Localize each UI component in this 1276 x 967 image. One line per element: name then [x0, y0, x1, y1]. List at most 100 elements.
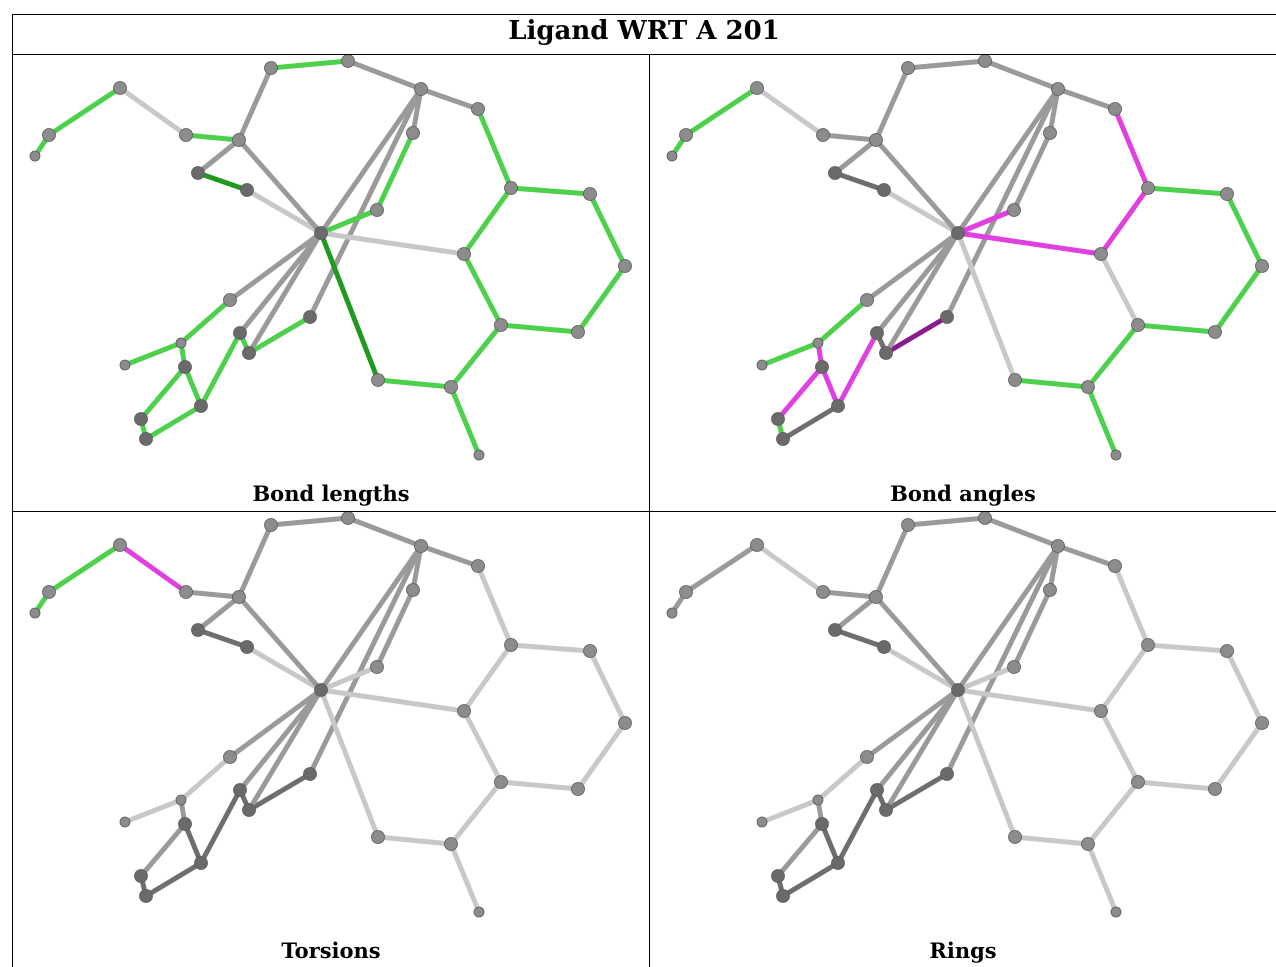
torsions-atom	[504, 638, 518, 652]
rings-bond	[1011, 587, 1053, 670]
bond-lengths-bond	[375, 377, 454, 390]
torsions-atom	[444, 837, 458, 851]
bond-angles-atom	[879, 346, 893, 360]
rings-atom	[951, 683, 965, 697]
rings-bond	[1055, 543, 1118, 569]
rings-atom	[1131, 775, 1145, 789]
rings-atom	[879, 803, 893, 817]
torsions-bond	[345, 515, 424, 549]
bond-lengths-atom	[406, 126, 420, 140]
rings-atom	[978, 512, 992, 525]
bond-angles-bond	[683, 85, 760, 138]
bond-lengths-panel	[29, 55, 632, 461]
bond-lengths-atom	[232, 133, 246, 147]
bond-angles-bond	[1011, 130, 1053, 213]
torsions-atom	[178, 817, 192, 831]
caption-torsions: Torsions	[281, 938, 381, 963]
bond-angles-atom	[940, 310, 954, 324]
bond-angles-atom	[750, 81, 764, 95]
rings-bond	[1212, 720, 1265, 792]
rings-atom	[756, 816, 768, 828]
bond-angles-bond	[1098, 251, 1141, 328]
torsions-atom	[134, 869, 148, 883]
rings-bond	[873, 594, 961, 693]
bond-lengths-atom	[571, 325, 585, 339]
caption-bond-angles: Bond angles	[890, 481, 1036, 506]
torsions-atom	[42, 585, 56, 599]
torsions-atom	[303, 767, 317, 781]
bond-lengths-bond	[46, 85, 123, 138]
torsions-atom	[371, 830, 385, 844]
torsions-bond	[122, 797, 184, 825]
bond-angles-bond	[874, 230, 961, 336]
bond-angles-bond	[1085, 384, 1119, 458]
bond-angles-bond	[1145, 185, 1230, 197]
bond-angles-bond	[775, 364, 825, 422]
rings-bond	[1098, 642, 1151, 714]
bond-lengths-bond	[246, 314, 313, 356]
caption-bond-lengths: Bond lengths	[252, 481, 410, 506]
bond-lengths-bond	[345, 58, 424, 92]
torsions-atom	[341, 512, 355, 525]
bond-lengths-bond	[138, 364, 188, 422]
torsions-bond	[198, 787, 243, 866]
rings-atom	[1008, 830, 1022, 844]
bond-angles-bond	[883, 314, 950, 356]
torsions-bond	[138, 821, 188, 879]
bond-angles-atom	[1008, 373, 1022, 387]
rings-bond	[835, 787, 880, 866]
torsions-atom	[414, 539, 428, 553]
torsions-bond	[143, 860, 204, 899]
bond-angles-bond	[1055, 86, 1118, 112]
torsions-atom	[571, 782, 585, 796]
torsions-atom	[113, 538, 127, 552]
torsions-atom	[179, 585, 193, 599]
torsions-atom	[232, 590, 246, 604]
bond-lengths-atom	[264, 61, 278, 75]
bond-lengths-atom	[473, 449, 485, 461]
rings-panel	[666, 512, 1269, 918]
bond-angles-atom	[1007, 203, 1021, 217]
bond-lengths-atom	[240, 183, 254, 197]
bond-angles-atom	[860, 293, 874, 307]
bond-lengths-bond	[236, 65, 274, 143]
bond-angles-bond	[759, 340, 821, 368]
bond-lengths-atom	[303, 310, 317, 324]
bond-angles-atom	[776, 432, 790, 446]
bond-angles-bond	[955, 230, 1104, 257]
rings-atom	[776, 889, 790, 903]
torsions-atom	[175, 794, 187, 806]
caption-rings: Rings	[929, 938, 997, 963]
row-divider	[12, 511, 1276, 512]
bond-lengths-atom	[139, 432, 153, 446]
rings-atom	[812, 794, 824, 806]
rings-bond	[819, 821, 841, 866]
bond-angles-atom	[1208, 325, 1222, 339]
rings-atom	[831, 856, 845, 870]
bond-angles-bond	[883, 230, 961, 356]
bond-angles-bond	[1135, 322, 1218, 335]
bond-lengths-bond	[508, 185, 593, 197]
figure-title: Ligand WRT A 201	[508, 16, 780, 46]
torsions-bond	[236, 522, 274, 600]
bond-lengths-atom	[194, 399, 208, 413]
bond-angles-bond	[881, 187, 961, 236]
rings-bond	[780, 860, 841, 899]
bond-angles-atom	[831, 399, 845, 413]
rings-bond	[815, 754, 870, 803]
torsions-bond	[182, 821, 204, 866]
rings-bond	[683, 542, 760, 595]
rings-atom	[1081, 837, 1095, 851]
rings-atom	[666, 607, 678, 619]
bond-lengths-bond	[461, 185, 514, 257]
bond-lengths-atom	[341, 55, 355, 68]
bond-angles-bond	[832, 170, 887, 193]
bond-angles-bond	[780, 403, 841, 442]
bond-lengths-bond	[237, 230, 324, 336]
bond-lengths-atom	[175, 337, 187, 349]
torsions-bond	[318, 687, 467, 714]
rings-bond	[982, 515, 1061, 549]
bond-lengths-bond	[307, 86, 424, 320]
torsions-bond	[46, 542, 123, 595]
torsions-bond	[227, 687, 324, 760]
